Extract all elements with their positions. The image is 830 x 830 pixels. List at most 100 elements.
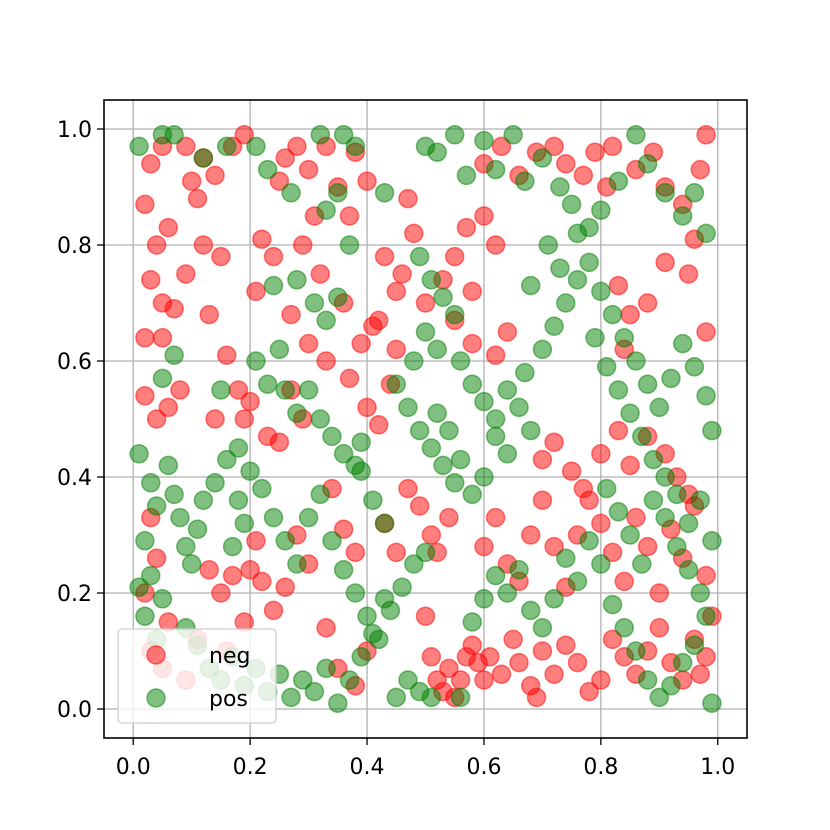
point-neg <box>591 444 611 464</box>
point-pos <box>287 403 307 423</box>
point-pos <box>421 687 442 708</box>
point-neg <box>649 618 670 638</box>
point-pos <box>298 507 319 528</box>
point-pos <box>193 148 214 168</box>
point-neg <box>351 333 371 354</box>
point-pos <box>427 142 447 162</box>
point-pos <box>462 374 483 394</box>
point-pos <box>246 136 266 157</box>
point-neg <box>398 188 418 209</box>
point-pos <box>532 618 553 638</box>
point-neg <box>602 629 623 650</box>
point-neg <box>222 565 243 586</box>
y-tick-label: 0.8 <box>57 234 92 259</box>
point-pos <box>462 484 483 505</box>
point-neg <box>298 159 319 180</box>
point-pos <box>585 328 605 348</box>
point-pos <box>404 554 424 574</box>
point-pos <box>649 687 670 708</box>
point-neg <box>368 415 389 435</box>
point-pos <box>292 670 313 690</box>
point-neg <box>544 664 564 684</box>
point-pos <box>415 542 436 563</box>
point-pos <box>287 270 307 290</box>
point-neg <box>655 252 675 273</box>
point-neg <box>415 606 436 626</box>
y-tick-label: 0.0 <box>57 698 92 723</box>
point-neg <box>246 531 266 551</box>
point-neg <box>532 449 553 470</box>
series-pos <box>129 125 722 713</box>
point-neg <box>561 461 582 481</box>
point-pos <box>620 525 640 545</box>
point-neg <box>491 664 512 684</box>
point-pos <box>386 687 407 708</box>
point-neg <box>544 136 564 157</box>
plot-frame <box>103 99 748 739</box>
point-neg <box>678 264 699 284</box>
point-pos <box>474 391 494 412</box>
point-pos <box>596 478 617 499</box>
point-neg <box>591 513 611 534</box>
point-neg <box>141 154 161 174</box>
point-pos <box>696 223 716 244</box>
point-pos <box>433 287 453 307</box>
point-pos <box>298 380 319 400</box>
point-neg <box>146 409 167 429</box>
point-pos <box>550 177 570 197</box>
point-pos <box>316 200 336 220</box>
point-pos <box>567 223 588 244</box>
point-pos <box>439 420 459 441</box>
point-neg <box>608 420 629 441</box>
point-neg <box>462 333 483 354</box>
point-pos <box>626 351 646 371</box>
point-neg <box>690 159 710 180</box>
point-pos <box>170 507 190 528</box>
point-neg <box>234 612 255 632</box>
point-pos <box>696 606 716 626</box>
point-neg <box>696 565 716 586</box>
point-pos <box>702 693 722 713</box>
point-neg <box>637 293 658 313</box>
point-neg <box>696 322 716 342</box>
point-pos <box>667 536 687 557</box>
point-neg <box>608 275 629 296</box>
point-pos <box>608 380 629 400</box>
point-neg <box>696 647 716 667</box>
x-tick-label: 0.2 <box>233 755 268 780</box>
point-pos <box>515 171 535 191</box>
point-pos <box>667 484 687 505</box>
point-neg <box>146 548 167 568</box>
point-pos <box>333 125 354 145</box>
point-pos <box>257 159 278 180</box>
point-pos <box>637 154 658 174</box>
point-pos <box>444 125 465 145</box>
point-neg <box>450 670 471 690</box>
point-neg <box>339 206 360 226</box>
point-neg <box>567 652 588 673</box>
point-neg <box>287 136 307 157</box>
point-neg <box>421 525 442 545</box>
point-neg <box>480 647 500 667</box>
point-pos <box>135 606 155 626</box>
point-neg <box>602 136 623 157</box>
point-neg <box>269 171 290 191</box>
x-tick-label: 0.0 <box>116 755 151 780</box>
point-pos <box>398 397 418 418</box>
point-neg <box>532 641 553 661</box>
point-pos <box>310 484 331 505</box>
point-neg <box>316 351 336 371</box>
point-pos <box>427 339 447 360</box>
point-pos <box>164 484 184 505</box>
point-pos <box>561 194 582 215</box>
point-pos <box>374 183 395 203</box>
point-neg <box>199 304 219 325</box>
legend-marker-neg <box>146 645 166 665</box>
point-neg <box>526 687 547 708</box>
point-pos <box>409 420 430 441</box>
point-neg <box>573 165 594 186</box>
point-pos <box>129 577 149 597</box>
point-neg <box>275 148 295 168</box>
point-pos <box>211 380 231 400</box>
